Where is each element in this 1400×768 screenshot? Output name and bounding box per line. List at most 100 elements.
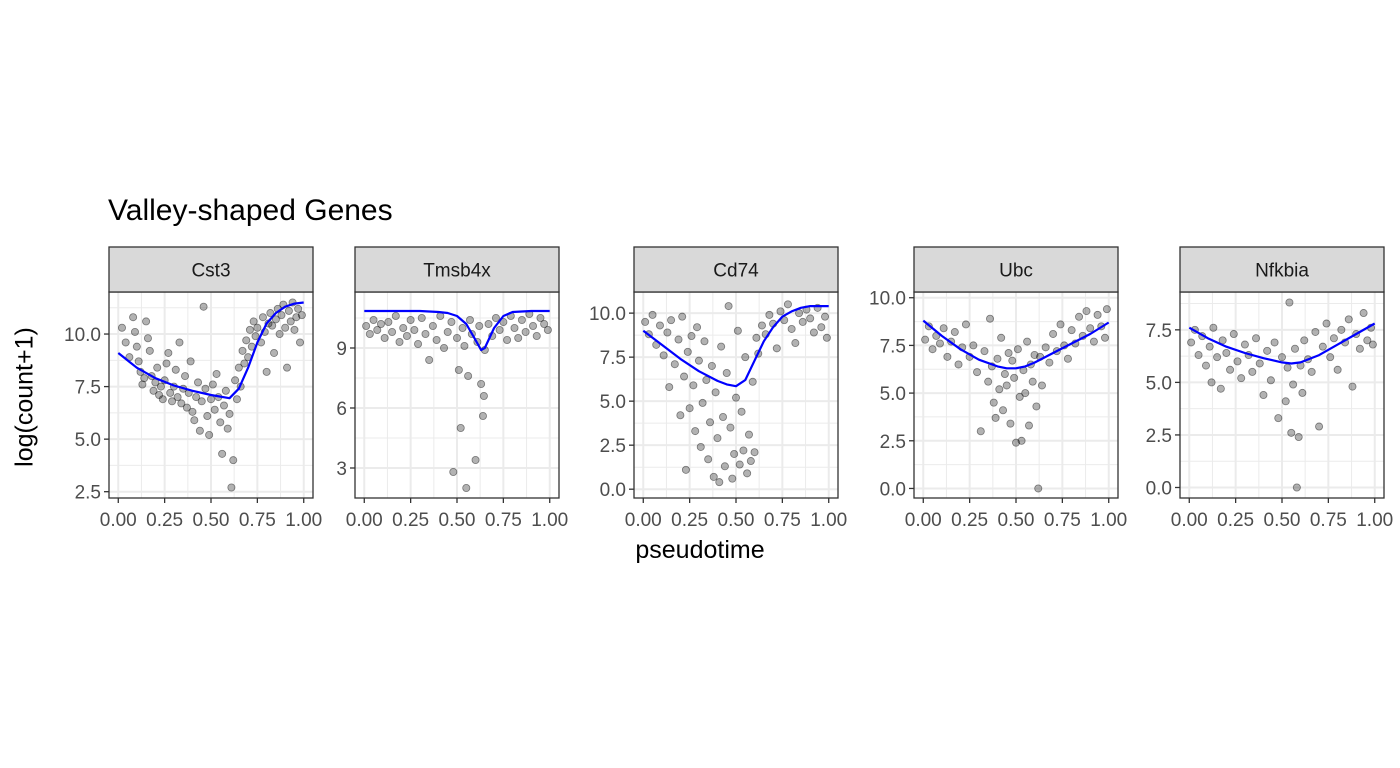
data-point xyxy=(203,412,212,421)
data-point xyxy=(294,304,303,313)
data-point xyxy=(1049,329,1058,338)
data-point xyxy=(491,313,500,322)
data-point xyxy=(142,317,151,326)
data-point xyxy=(984,377,993,386)
data-point xyxy=(362,321,371,330)
y-tick-label: 2.5 xyxy=(880,432,906,453)
x-tick-label: 0.25 xyxy=(1217,510,1254,531)
data-point xyxy=(1240,340,1249,349)
data-point xyxy=(1004,349,1013,358)
data-point xyxy=(709,472,718,481)
data-point xyxy=(223,424,232,433)
data-point xyxy=(536,313,545,322)
data-point xyxy=(798,317,807,326)
data-point xyxy=(117,323,126,332)
x-tick-label: 0.00 xyxy=(625,510,662,531)
x-tick-label: 1.00 xyxy=(531,510,568,531)
data-point xyxy=(249,317,258,326)
x-tick-label: 0.75 xyxy=(1044,510,1081,531)
data-point xyxy=(1017,436,1026,445)
x-tick-label: 0.25 xyxy=(146,510,183,531)
fit-line xyxy=(364,309,550,352)
data-point xyxy=(707,361,716,370)
data-point xyxy=(1248,367,1257,376)
y-tick-label: 0.0 xyxy=(600,480,626,501)
data-point xyxy=(208,380,217,389)
data-point xyxy=(521,327,530,336)
facet-strip-label: Tmsb4x xyxy=(423,261,491,282)
data-point xyxy=(158,395,167,404)
data-point xyxy=(1045,358,1054,367)
data-point xyxy=(681,465,690,474)
x-tick-label: 1.00 xyxy=(1356,510,1393,531)
data-point xyxy=(1082,307,1091,316)
data-point xyxy=(954,360,963,369)
data-point xyxy=(206,395,215,404)
data-point xyxy=(277,311,286,320)
data-point xyxy=(980,347,989,356)
data-point xyxy=(143,334,152,343)
data-point xyxy=(388,327,397,336)
data-point xyxy=(711,388,720,397)
data-point xyxy=(517,315,526,324)
data-point xyxy=(1093,310,1102,319)
data-point xyxy=(691,427,700,436)
data-point xyxy=(216,418,225,427)
data-point xyxy=(529,321,538,330)
data-point xyxy=(478,411,487,420)
x-tick-label: 0.75 xyxy=(1310,510,1347,531)
data-point xyxy=(674,335,683,344)
data-point xyxy=(1278,353,1287,362)
data-point xyxy=(271,315,280,324)
data-point xyxy=(281,323,290,332)
x-tick-label: 0.25 xyxy=(392,510,429,531)
data-point xyxy=(713,434,722,443)
data-point xyxy=(1355,344,1364,353)
data-point xyxy=(928,345,937,354)
data-point xyxy=(1030,350,1039,359)
data-point xyxy=(783,300,792,309)
data-point xyxy=(454,365,463,374)
data-point xyxy=(641,317,650,326)
data-point xyxy=(1024,421,1033,430)
data-point xyxy=(229,456,238,465)
data-point xyxy=(462,483,471,492)
data-point xyxy=(166,388,175,397)
data-point xyxy=(698,398,707,407)
data-point xyxy=(1194,351,1203,360)
data-point xyxy=(456,423,465,432)
y-tick-label: 7.5 xyxy=(75,378,101,399)
data-point xyxy=(1205,342,1214,351)
data-point xyxy=(447,317,456,326)
data-point xyxy=(739,446,748,455)
data-point xyxy=(190,416,199,425)
data-point xyxy=(1002,381,1011,390)
data-point xyxy=(1006,419,1015,428)
data-point xyxy=(182,403,191,412)
data-point xyxy=(205,430,214,439)
data-point xyxy=(380,333,389,342)
data-point xyxy=(993,354,1002,363)
data-point xyxy=(1015,392,1024,401)
data-point xyxy=(1086,324,1095,333)
data-point xyxy=(262,367,271,376)
data-point xyxy=(1187,338,1196,347)
data-point xyxy=(532,331,541,340)
data-point xyxy=(1337,325,1346,334)
data-point xyxy=(242,336,251,345)
data-point xyxy=(395,337,404,346)
data-point xyxy=(659,351,668,360)
data-point xyxy=(365,329,374,338)
data-point xyxy=(121,338,130,347)
data-point xyxy=(540,319,549,328)
x-axis-title: pseudotime xyxy=(635,536,765,564)
data-point xyxy=(1222,348,1231,357)
data-point xyxy=(414,339,423,348)
facet-strip xyxy=(1179,246,1385,293)
data-point xyxy=(452,333,461,342)
data-point xyxy=(806,314,815,323)
y-tick-label: 7.5 xyxy=(880,336,906,357)
data-point xyxy=(717,342,726,351)
